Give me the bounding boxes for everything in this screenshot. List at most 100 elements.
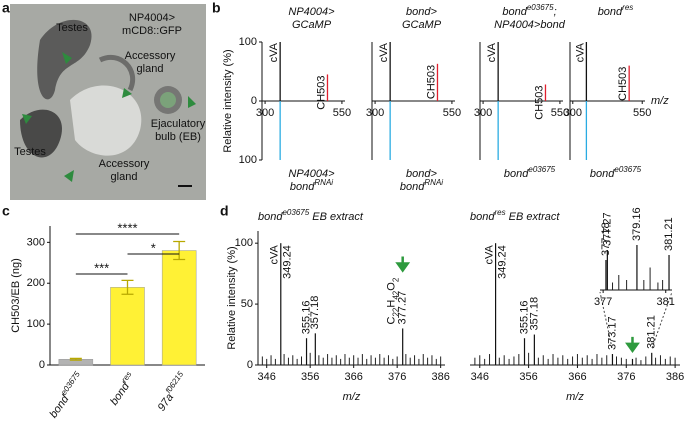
panel-letter: b [212,0,221,16]
x-tick-label: 550 [551,107,569,119]
image-label: Accessory [99,158,150,170]
x-tick-label: 381 [657,296,675,308]
series-label: NP4004> [288,168,335,180]
x-tick-label: 366 [568,371,586,383]
chart-title: bonde03675 EB extract [258,208,364,223]
text-segment: C [386,316,398,324]
peak-label: 377.27 [397,291,409,325]
series-label: GCaMP [402,19,442,31]
x-tick-label: 386 [431,371,449,383]
image-label: Testes [14,146,46,158]
x-tick-label: 300 [564,107,582,119]
bar [161,250,197,366]
inset-connectors [599,291,673,349]
x-tick-label: 366 [344,371,362,383]
series-label: bondres [598,3,634,18]
x-tick-label: 550 [333,107,351,119]
x-tick-label: 356 [519,371,537,383]
text-segment: bond [258,211,283,223]
y-tick-label: 50 [241,298,253,310]
significance-label: * [151,240,156,255]
x-tick-label: bondres [105,370,138,408]
x-axis-label: m/z [651,95,669,107]
image-label: NP4004> [129,12,175,24]
image-label: mCD8::GFP [122,25,182,37]
panel-letter: a [2,0,10,16]
y-tick-label: 100 [239,36,257,48]
text-segment: H [386,300,398,308]
y-tick-label: 100 [239,154,257,166]
text-segment: bond [502,6,527,18]
x-tick-label: 377 [594,296,612,308]
text-segment: RNAi [424,178,443,187]
x-tick-label: 376 [617,371,635,383]
error-bar [121,279,134,295]
peak-label: 355.16 [300,301,312,335]
x-tick-label: 346 [471,371,489,383]
series-label: bonde03675; [502,3,556,18]
text-segment: bond [290,181,315,193]
significance-label: *** [94,260,109,275]
peak-label: 355.16 [518,301,530,335]
text-segment: res [622,3,633,12]
text-segment: NP4004> [288,6,335,18]
peak-name: cVA [483,245,495,265]
image-label: gland [137,63,164,75]
panel-letter: c [2,203,10,219]
text-segment: e03675 [614,165,641,174]
text-segment: 2 [391,277,400,282]
y-tick-label: 0 [251,95,257,107]
peak-name: CH503 [315,75,327,109]
error-bar [173,240,186,261]
text-segment: bond> [406,168,437,180]
text-segment: e03675 [528,165,555,174]
text-segment: 97a [156,392,176,414]
text-segment: 42 [391,290,400,299]
text-segment: bond [598,6,623,18]
peak-label: 349.24 [282,245,294,279]
x-tick-label: bonde03675 [45,369,87,420]
text-segment: bond [590,168,615,180]
series-label: NP4004>bond [494,19,566,31]
text-segment: bond [470,211,495,223]
y-tick-label: 200 [27,277,45,289]
y-tick-label: 300 [27,236,45,248]
series-label: bondRNAi [400,178,443,193]
peak-name: CH503 [425,65,437,99]
peak-name: CH503 [617,67,629,101]
image-label: Testes [56,22,88,34]
y-tick-label: 0 [39,359,45,371]
text-segment: e03675 [282,208,309,217]
peak-name: cVA [268,42,280,62]
text-segment: RNAi [314,178,333,187]
text-segment: O [386,282,398,291]
image-label: Ejaculatory [151,118,206,130]
x-tick-label: 376 [388,371,406,383]
series-label: GCaMP [292,19,332,31]
peak-label: 379.16 [631,207,643,241]
x-axis-label: m/z [566,391,584,403]
peak-label: 357.18 [309,296,321,330]
peak-label: 381.21 [663,217,675,251]
text-segment: e03675 [59,369,82,396]
series-label: NP4004> [288,6,335,18]
text-segment: bond [504,168,529,180]
peak-label: 357.18 [528,297,540,331]
x-axis-label: m/z [343,391,361,403]
series-label: bonde03675 [504,165,556,180]
peak-label: 381.21 [646,315,658,349]
arrow [395,256,411,273]
text-segment: bond> [406,6,437,18]
peak-label: 373.17 [606,316,618,350]
x-tick-label: 386 [666,371,684,383]
text-segment: res [494,208,505,217]
text-segment: GCaMP [402,19,442,31]
peak-name: cVA [486,42,498,62]
text-segment: ; [554,6,557,18]
y-axis-label: Relative intensity (%) [222,49,234,152]
text-segment: EB extract [506,211,561,223]
error-bar [69,357,82,361]
text-segment: e03675 [527,3,554,12]
image-label: bulb (EB) [155,131,201,143]
